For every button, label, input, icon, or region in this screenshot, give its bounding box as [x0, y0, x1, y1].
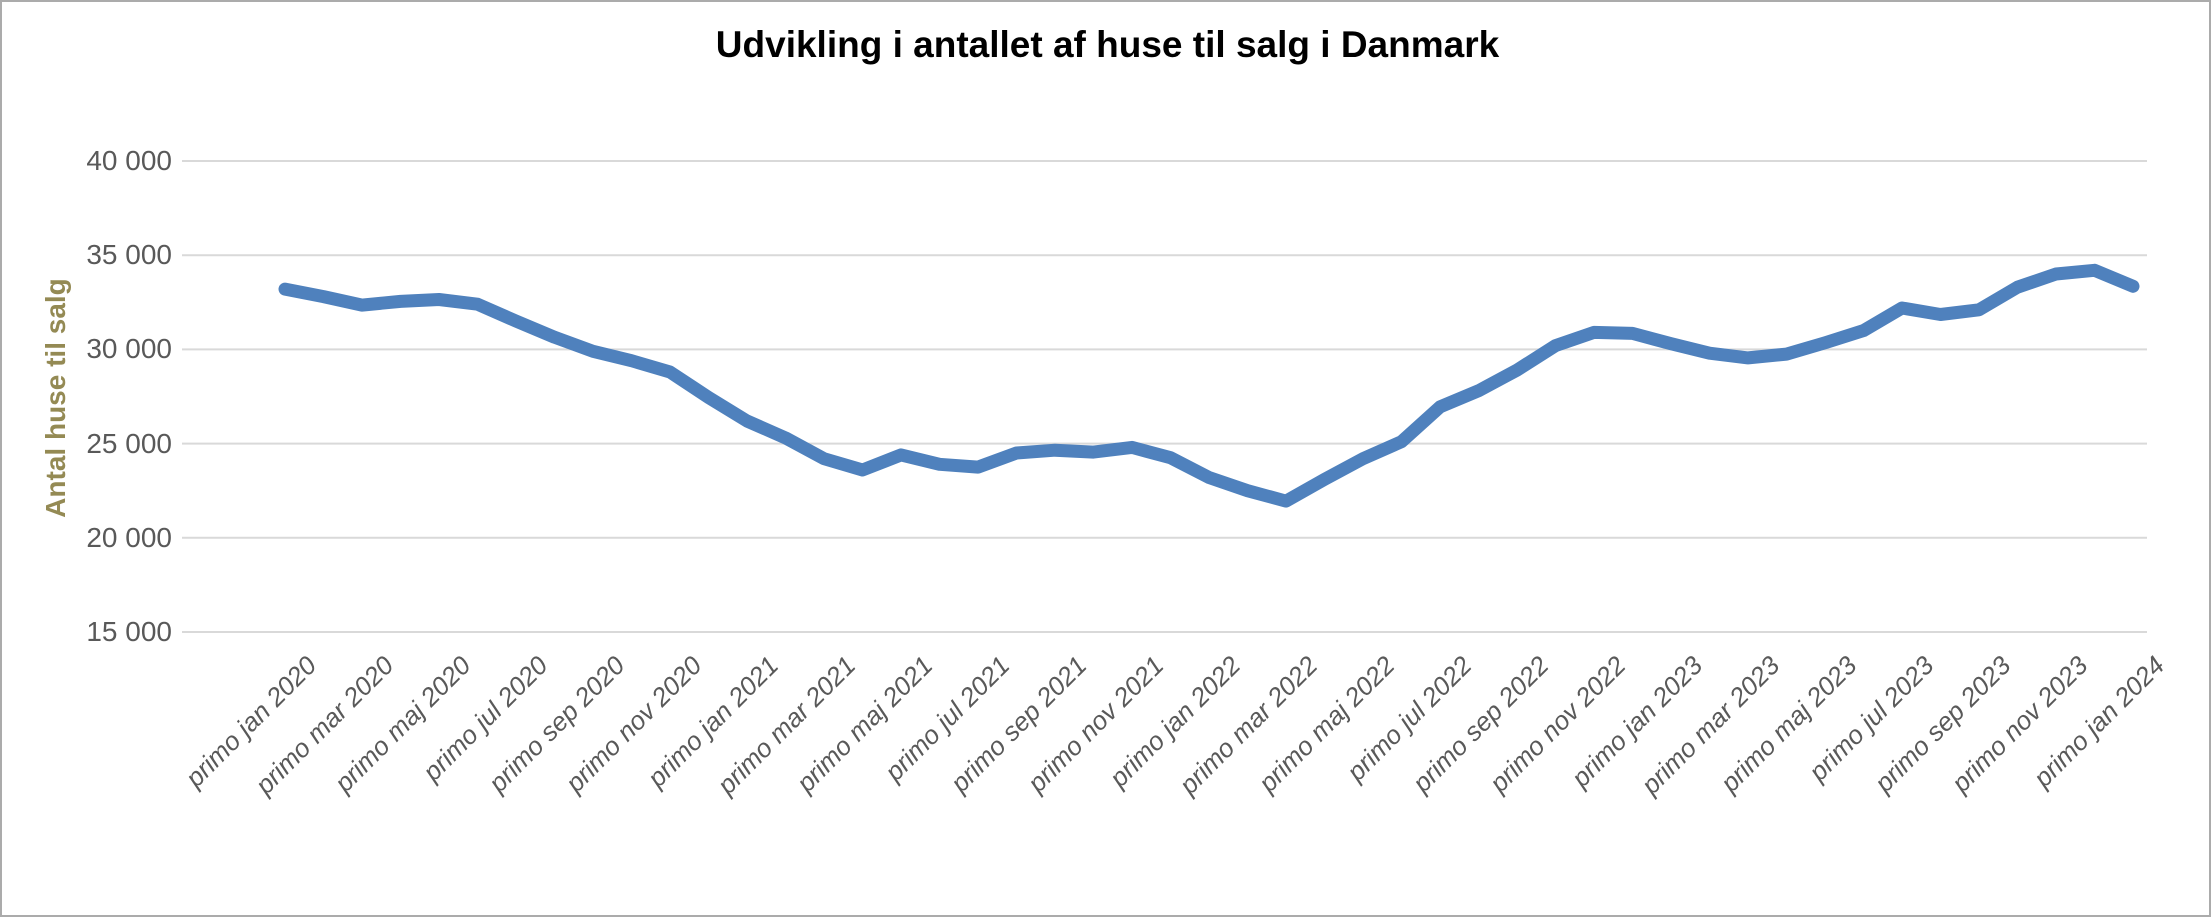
series-line — [278, 263, 2140, 508]
y-tick-label: 35 000 — [86, 239, 172, 271]
y-tick-label: 20 000 — [86, 521, 172, 553]
chart-title: Udvikling i antallet af huse til salg i … — [715, 24, 1500, 65]
y-tick-label: 30 000 — [86, 333, 172, 365]
y-tick-label: 25 000 — [86, 427, 172, 459]
y-tick-label: 15 000 — [86, 616, 172, 647]
y-tick-label: 40 000 — [86, 145, 172, 176]
